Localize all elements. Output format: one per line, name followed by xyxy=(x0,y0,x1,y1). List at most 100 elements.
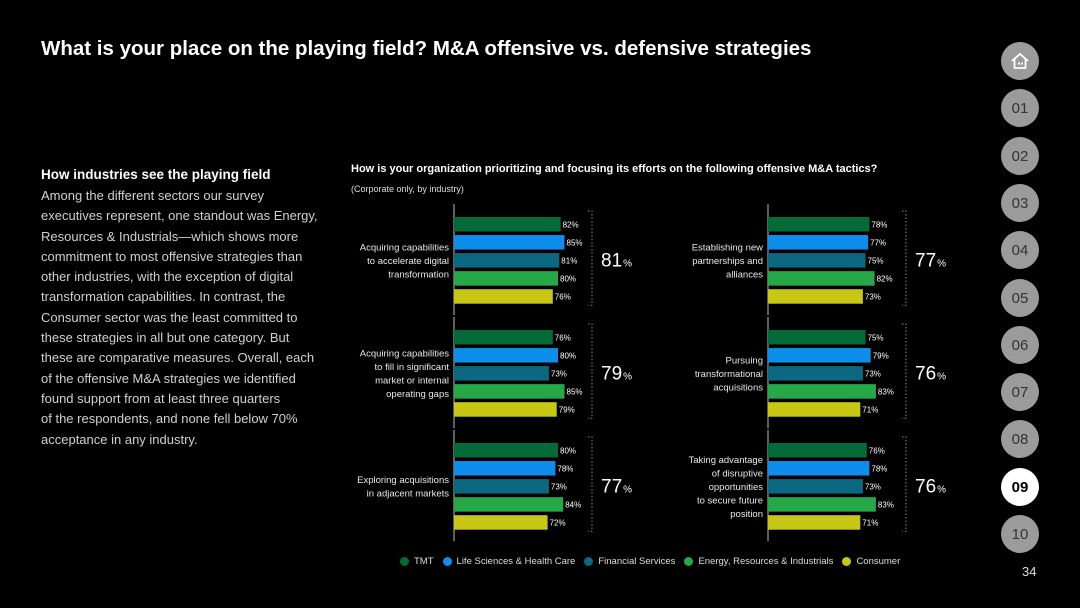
intro-line: other industries, with the exception of … xyxy=(41,269,294,285)
category-label: Taking advantage xyxy=(689,455,763,466)
group-total-label: 76 xyxy=(915,364,936,385)
bar xyxy=(454,443,558,458)
bar-value-label: 83% xyxy=(878,501,894,510)
nav-page-02[interactable]: 02 xyxy=(1001,137,1039,175)
bar-value-label: 79% xyxy=(559,406,575,415)
bar xyxy=(454,461,556,476)
bar xyxy=(768,348,871,363)
bar xyxy=(454,366,549,381)
bar-value-label: 80% xyxy=(560,352,576,361)
bar-value-label: 73% xyxy=(865,370,881,379)
bar xyxy=(454,384,565,399)
legend-item-tmt: TMT xyxy=(400,556,434,567)
intro-heading: How industries see the playing field xyxy=(41,167,271,182)
category-label: in adjacent markets xyxy=(367,489,450,500)
bar xyxy=(454,235,565,250)
group-total-suffix: % xyxy=(937,259,946,270)
bar xyxy=(454,402,557,417)
bar-value-label: 84% xyxy=(565,501,581,510)
bar-value-label: 80% xyxy=(560,447,576,456)
bar xyxy=(454,217,561,232)
group-bracket xyxy=(902,323,907,419)
nav-page-06[interactable]: 06 xyxy=(1001,326,1039,364)
nav-page-01[interactable]: 01 xyxy=(1001,89,1039,127)
intro-line: Among the different sectors our survey xyxy=(41,188,265,203)
bar xyxy=(454,479,549,494)
legend-swatch xyxy=(400,557,409,566)
bar xyxy=(768,384,876,399)
bar-value-label: 78% xyxy=(871,221,887,230)
bar-value-label: 72% xyxy=(550,519,566,528)
category-label: Exploring acquisitions xyxy=(357,475,449,486)
category-label: Acquiring capabilities xyxy=(360,349,449,360)
group-total-label: 77 xyxy=(915,251,936,272)
page-title: What is your place on the playing field?… xyxy=(41,37,812,60)
bar-value-label: 73% xyxy=(865,293,881,302)
nav-page-10[interactable]: 10 xyxy=(1001,515,1039,553)
bar xyxy=(768,515,861,530)
nav-page-05[interactable]: 05 xyxy=(1001,279,1039,317)
bar xyxy=(454,348,558,363)
intro-text-block: How industries see the playing field Amo… xyxy=(41,167,321,450)
bar xyxy=(454,515,548,530)
home-button[interactable] xyxy=(1001,42,1039,80)
bar xyxy=(768,443,867,458)
category-label: of disruptive xyxy=(712,468,763,479)
nav-page-03[interactable]: 03 xyxy=(1001,184,1039,222)
bar-value-label: 82% xyxy=(563,221,579,230)
bar xyxy=(768,217,870,232)
category-label: Pursuing xyxy=(726,355,764,366)
category-label: alliances xyxy=(726,269,763,280)
group-total-label: 76 xyxy=(915,477,936,498)
bar-value-label: 75% xyxy=(868,257,884,266)
page-number: 34 xyxy=(1022,564,1037,579)
bar-value-label: 73% xyxy=(865,483,881,492)
category-label: to fill in significant xyxy=(375,362,450,373)
bar xyxy=(768,461,870,476)
legend-label: Consumer xyxy=(856,556,901,567)
group-bracket xyxy=(902,210,907,306)
legend-swatch xyxy=(842,557,852,566)
intro-line: of the respondents, and none fell below … xyxy=(41,411,298,427)
nav-page-07[interactable]: 07 xyxy=(1001,373,1039,411)
bar xyxy=(454,253,560,268)
bar-value-label: 77% xyxy=(870,239,886,248)
bar-value-label: 85% xyxy=(567,239,583,248)
bar-value-label: 85% xyxy=(567,388,583,397)
bar xyxy=(768,330,866,345)
bar xyxy=(768,366,863,381)
nav-page-08[interactable]: 08 xyxy=(1001,420,1039,458)
group-bracket xyxy=(902,436,907,532)
category-label: acquisitions xyxy=(713,382,763,393)
bar xyxy=(454,497,564,512)
intro-line: Consumer sector was the least committed … xyxy=(41,309,298,325)
legend-item-consumer: Consumer xyxy=(842,556,900,567)
intro-line: of the offensive M&A strategies we ident… xyxy=(41,370,296,386)
legend-label: Energy, Resources & Industrials xyxy=(698,556,834,567)
intro-line: Resources & Industrials—which shows more xyxy=(41,228,299,244)
legend-swatch xyxy=(684,557,694,566)
nav-page-04[interactable]: 04 xyxy=(1001,231,1039,269)
category-label: market or internal xyxy=(375,376,449,387)
bar-value-label: 75% xyxy=(868,334,884,343)
group-bracket xyxy=(588,323,593,419)
bar-value-label: 78% xyxy=(871,465,887,474)
bar-value-label: 73% xyxy=(551,370,567,379)
group-total-label: 77 xyxy=(601,477,622,498)
bar xyxy=(454,271,558,286)
bar xyxy=(768,289,863,304)
intro-line: found support from at least three quarte… xyxy=(41,390,281,406)
bar xyxy=(768,271,875,286)
bar xyxy=(768,497,876,512)
nav-page-09-active[interactable]: 09 xyxy=(1001,468,1039,506)
bar-value-label: 83% xyxy=(878,388,894,397)
legend-label: TMT xyxy=(414,556,434,567)
bar-value-label: 76% xyxy=(869,447,885,456)
house-icon xyxy=(1011,52,1029,69)
intro-line: executives represent, one standout was E… xyxy=(41,208,318,224)
group-total-suffix: % xyxy=(623,259,632,270)
bar xyxy=(454,289,553,304)
intro-line: acceptance in any industry. xyxy=(41,431,198,447)
category-label: operating gaps xyxy=(386,389,449,400)
